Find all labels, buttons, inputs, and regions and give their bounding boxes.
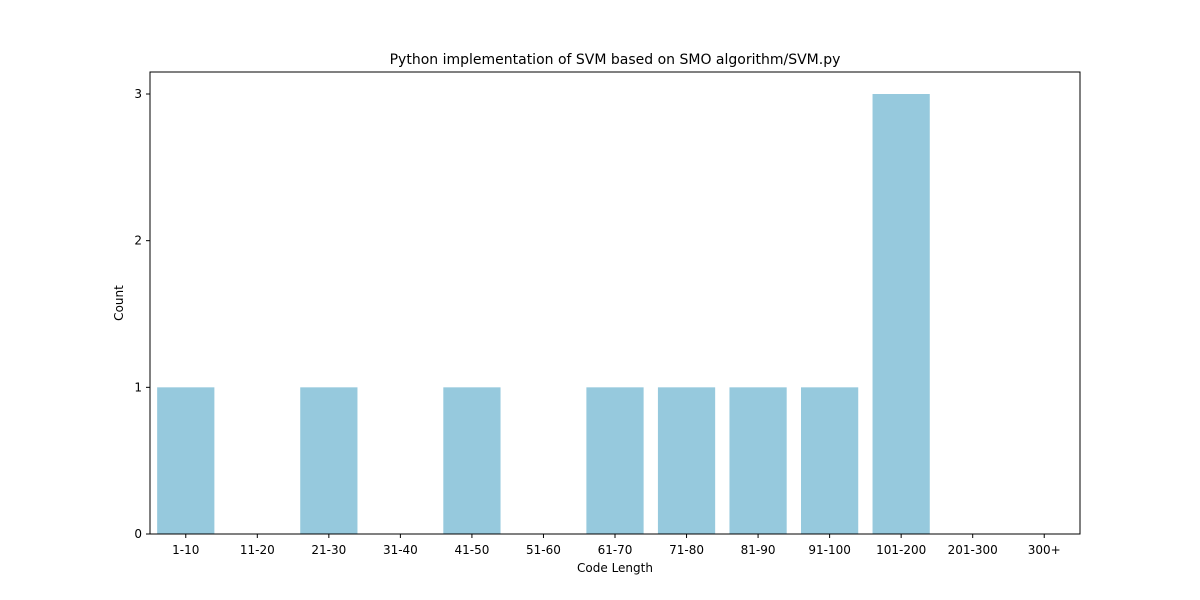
x-tick-label: 71-80 xyxy=(669,543,704,557)
y-tick-label: 2 xyxy=(134,234,142,248)
x-tick-label: 1-10 xyxy=(172,543,199,557)
bar-1-10 xyxy=(157,387,215,534)
y-tick-label: 0 xyxy=(134,527,142,541)
x-axis-label: Code Length xyxy=(577,561,653,575)
x-tick-label: 31-40 xyxy=(383,543,418,557)
x-tick-label: 21-30 xyxy=(311,543,346,557)
bar-41-50 xyxy=(443,387,501,534)
x-tick-label: 61-70 xyxy=(598,543,633,557)
x-tick-label: 81-90 xyxy=(741,543,776,557)
y-tick-label: 3 xyxy=(134,87,142,101)
x-axis: 1-10 11-20 21-30 31-40 41-50 51-60 61-70 71-80 8… xyxy=(172,534,1061,557)
y-axis-label: Count xyxy=(112,285,126,321)
x-tick-label: 201-300 xyxy=(948,543,998,557)
y-axis: 0 1 2 3 xyxy=(134,87,150,541)
bar-101-200 xyxy=(872,94,930,534)
y-tick-label: 1 xyxy=(134,380,142,394)
chart-title: Python implementation of SVM based on SM… xyxy=(390,52,841,68)
bar-21-30 xyxy=(300,387,358,534)
bars-group xyxy=(157,94,930,534)
x-tick-label: 11-20 xyxy=(240,543,275,557)
x-tick-label: 41-50 xyxy=(454,543,489,557)
x-tick-label: 51-60 xyxy=(526,543,561,557)
x-tick-label: 91-100 xyxy=(808,543,851,557)
bar-71-80 xyxy=(657,387,716,534)
x-tick-label: 101-200 xyxy=(876,543,926,557)
bar-61-70 xyxy=(586,387,644,534)
x-tick-label: 300+ xyxy=(1028,543,1061,557)
bar-81-90 xyxy=(729,387,787,534)
bar-91-100 xyxy=(801,387,859,534)
